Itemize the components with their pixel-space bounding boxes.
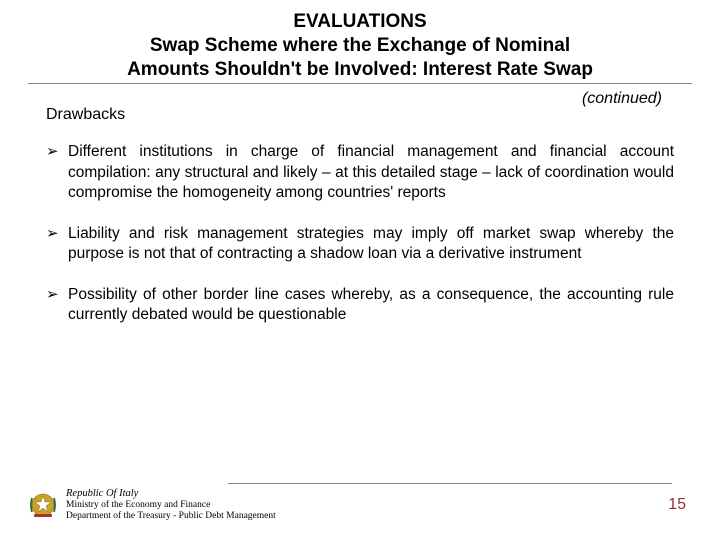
bullet-text: Different institutions in charge of fina… xyxy=(68,142,674,203)
page-number: 15 xyxy=(668,496,686,514)
bullet-text: Possibility of other border line cases w… xyxy=(68,285,674,326)
bullet-marker-icon: ➢ xyxy=(46,285,68,326)
section-heading: Drawbacks xyxy=(46,106,692,124)
footer-ministry: Ministry of the Economy and Finance xyxy=(66,500,632,511)
footer-content: Republic Of Italy Ministry of the Econom… xyxy=(28,488,692,522)
footer-department: Department of the Treasury - Public Debt… xyxy=(66,511,632,522)
title-line-2: Swap Scheme where the Exchange of Nomina… xyxy=(28,34,692,58)
slide-title: EVALUATIONS Swap Scheme where the Exchan… xyxy=(28,10,692,84)
bullet-text: Liability and risk management strategies… xyxy=(68,224,674,265)
title-line-1: EVALUATIONS xyxy=(28,10,692,34)
list-item: ➢ Liability and risk management strategi… xyxy=(46,224,674,265)
list-item: ➢ Different institutions in charge of fi… xyxy=(46,142,674,203)
footer-country: Republic Of Italy xyxy=(66,488,632,500)
italy-emblem-icon xyxy=(28,490,58,520)
bullet-marker-icon: ➢ xyxy=(46,142,68,203)
bullet-list: ➢ Different institutions in charge of fi… xyxy=(28,142,692,325)
footer-text-block: Republic Of Italy Ministry of the Econom… xyxy=(66,488,632,522)
slide-footer: Republic Of Italy Ministry of the Econom… xyxy=(0,483,720,522)
title-line-3: Amounts Shouldn't be Involved: Interest … xyxy=(28,58,692,82)
bullet-marker-icon: ➢ xyxy=(46,224,68,265)
slide-container: EVALUATIONS Swap Scheme where the Exchan… xyxy=(0,0,720,540)
list-item: ➢ Possibility of other border line cases… xyxy=(46,285,674,326)
footer-rule xyxy=(228,483,672,484)
